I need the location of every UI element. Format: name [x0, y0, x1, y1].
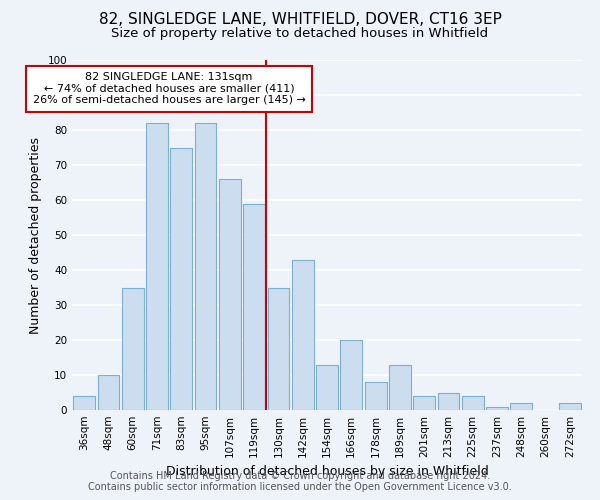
Bar — [511, 403, 532, 410]
Bar — [413, 396, 435, 410]
Bar — [316, 364, 338, 410]
Bar — [437, 392, 460, 410]
Text: 82, SINGLEDGE LANE, WHITFIELD, DOVER, CT16 3EP: 82, SINGLEDGE LANE, WHITFIELD, DOVER, CT… — [98, 12, 502, 28]
Bar — [365, 382, 386, 410]
Text: Size of property relative to detached houses in Whitfield: Size of property relative to detached ho… — [112, 28, 488, 40]
Bar — [97, 375, 119, 410]
Bar — [389, 364, 411, 410]
Bar — [170, 148, 192, 410]
Bar — [122, 288, 143, 410]
Bar — [243, 204, 265, 410]
Bar — [268, 288, 289, 410]
Bar — [194, 123, 217, 410]
X-axis label: Distribution of detached houses by size in Whitfield: Distribution of detached houses by size … — [166, 466, 488, 478]
Bar — [292, 260, 314, 410]
Bar — [559, 403, 581, 410]
Bar — [146, 123, 168, 410]
Y-axis label: Number of detached properties: Number of detached properties — [29, 136, 42, 334]
Bar — [462, 396, 484, 410]
Text: 82 SINGLEDGE LANE: 131sqm
← 74% of detached houses are smaller (411)
26% of semi: 82 SINGLEDGE LANE: 131sqm ← 74% of detac… — [33, 72, 305, 106]
Bar — [219, 179, 241, 410]
Bar — [73, 396, 95, 410]
Text: Contains HM Land Registry data © Crown copyright and database right 2024.
Contai: Contains HM Land Registry data © Crown c… — [88, 471, 512, 492]
Bar — [486, 406, 508, 410]
Bar — [340, 340, 362, 410]
